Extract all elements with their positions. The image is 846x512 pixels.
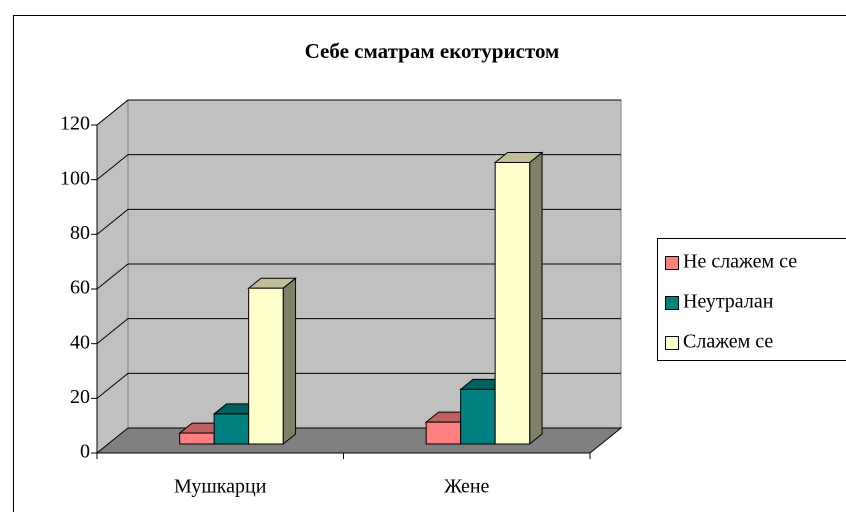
bar-front: [494, 161, 531, 445]
legend: Не слажем се Неутралан Слажем се: [657, 238, 846, 361]
legend-swatch: [665, 336, 679, 350]
y-tick-label: 80: [70, 222, 90, 244]
x-tick-label: Жене: [444, 476, 489, 498]
legend-label: Не слажем се: [683, 251, 797, 273]
y-tick-label: 40: [70, 331, 90, 353]
legend-label: Неутралан: [683, 291, 774, 313]
legend-swatch: [665, 296, 679, 310]
bar-side: [529, 151, 543, 446]
grid-line: [96, 318, 621, 345]
bar-front: [213, 413, 250, 445]
legend-box: [657, 238, 846, 361]
y-tick-label: 20: [70, 386, 90, 408]
chart-title: Себе сматрам екотуристом: [305, 39, 560, 63]
grid-line: [96, 208, 621, 235]
bar-front: [425, 421, 462, 445]
legend-swatch: [665, 256, 679, 270]
y-tick-label: 60: [70, 277, 90, 299]
bar-side: [282, 277, 297, 446]
bar-front: [248, 287, 284, 445]
grid-line: [96, 263, 621, 290]
y-tick-label: 100: [60, 167, 90, 189]
y-tick-label: 0: [80, 441, 90, 463]
bar: [247, 277, 297, 446]
grid-line: [96, 372, 621, 399]
bar: [493, 151, 544, 446]
legend-label: Слажем се: [683, 331, 773, 353]
bar-front: [179, 432, 215, 445]
bar-front: [460, 388, 496, 445]
grid-line: [96, 154, 621, 181]
x-tick-label: Мушкарци: [174, 476, 267, 498]
grid-line: [96, 99, 621, 126]
y-tick-label: 120: [60, 113, 90, 135]
